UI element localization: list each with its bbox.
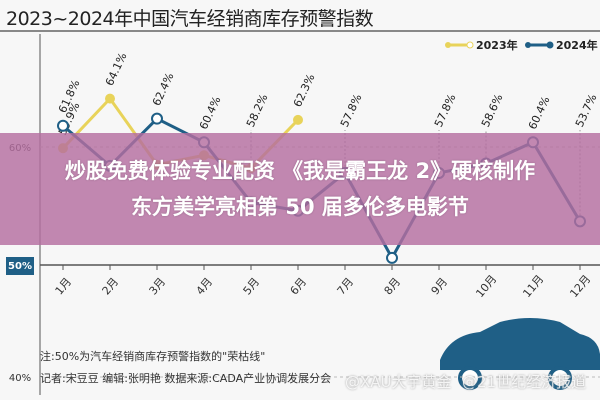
banner-line-2: 东方美学亮相第 50 届多伦多电影节: [131, 195, 469, 219]
data-label: 62.3%: [291, 72, 318, 109]
data-label: 60.4%: [197, 94, 224, 131]
x-tick-label: 12月: [567, 273, 593, 301]
x-tick-label: 3月: [147, 275, 169, 297]
data-label: 58.2%: [244, 92, 271, 129]
x-tick-label: 9月: [429, 275, 451, 297]
legend-marker: [466, 41, 474, 49]
data-label: 58.6%: [479, 92, 506, 129]
data-label: 64.1%: [103, 51, 130, 88]
x-tick-label: 8月: [382, 275, 404, 297]
data-point: [57, 119, 69, 132]
car-wheel-icon: [548, 366, 572, 390]
legend-label: 2023年: [476, 38, 518, 52]
data-label: 62.4%: [150, 71, 177, 108]
y-tick-label: 50%: [8, 261, 32, 272]
car-wheel-icon: [458, 366, 482, 390]
data-label: 60.4%: [526, 94, 553, 131]
watermark-2: @21世纪经济报道: [462, 373, 587, 391]
x-tick-label: 10月: [473, 273, 499, 301]
y-tick-badge: [6, 257, 34, 275]
data-label: 57.8%: [338, 92, 365, 129]
ad-banner-overlay[interactable]: 炒股免费体验专业配资 《我是霸王龙 2》硬核制作 东方美学亮相第 50 届多伦多…: [0, 133, 600, 245]
chart-title: 2023~2024年中国汽车经销商库存预警指数: [6, 8, 374, 30]
y-tick-label: 40%: [9, 373, 31, 384]
legend-marker: [546, 41, 554, 49]
x-tick-label: 7月: [335, 275, 357, 297]
x-tick-label: 2月: [100, 275, 122, 297]
x-tick-label: 1月: [53, 275, 75, 297]
data-label: 57.8%: [432, 92, 459, 129]
footnote: 注:50%为汽车经销商库存预警指数的"荣枯线": [40, 350, 266, 363]
data-point: [105, 93, 115, 104]
x-tick-label: 6月: [288, 275, 310, 297]
banner-line-1: 炒股免费体验专业配资 《我是霸王龙 2》硬核制作: [64, 159, 536, 183]
data-point: [151, 112, 163, 125]
legend-marker: [445, 42, 451, 48]
watermark-1: @XAU大宇黄金: [345, 373, 452, 391]
x-tick-label: 5月: [241, 275, 263, 297]
data-point: [386, 251, 398, 264]
x-tick-label: 4月: [194, 275, 216, 297]
data-label: 53.7%: [573, 92, 600, 129]
title-divider: [0, 30, 600, 32]
car-icon: [440, 318, 600, 370]
data-point: [293, 114, 303, 125]
legend-label: 2024年: [556, 38, 598, 52]
legend-marker: [525, 42, 531, 48]
x-tick-label: 11月: [520, 273, 546, 301]
credits: 记者:宋豆豆 编辑:张明艳 数据来源:CADA产业协调发展分会: [40, 372, 332, 385]
